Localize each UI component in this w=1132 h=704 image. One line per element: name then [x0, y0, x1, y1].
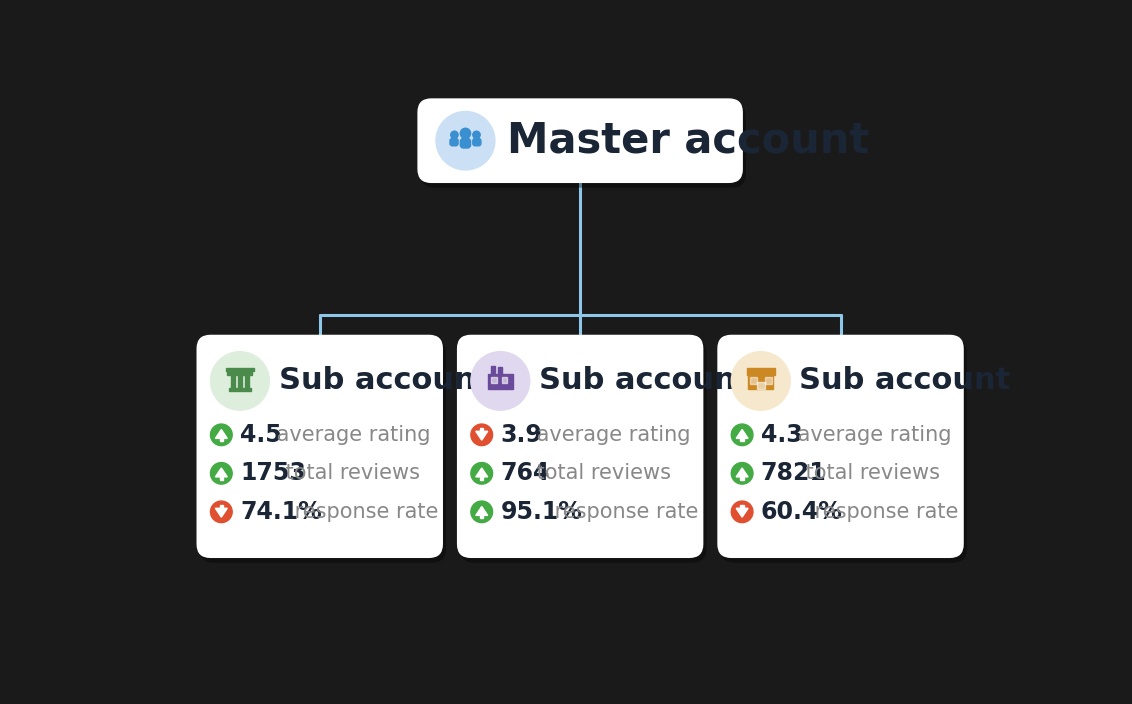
Text: 95.1%: 95.1%: [500, 500, 582, 524]
Polygon shape: [215, 468, 228, 477]
Bar: [226, 368, 254, 371]
Bar: [220, 439, 223, 441]
Text: average rating: average rating: [269, 425, 430, 445]
Text: response rate: response rate: [808, 502, 959, 522]
FancyBboxPatch shape: [197, 334, 443, 558]
Text: response rate: response rate: [548, 502, 698, 522]
FancyBboxPatch shape: [199, 339, 446, 562]
Polygon shape: [475, 468, 488, 477]
Text: 74.1%: 74.1%: [240, 500, 321, 524]
Polygon shape: [215, 429, 228, 439]
Text: 764: 764: [500, 461, 550, 485]
Text: total reviews: total reviews: [530, 463, 671, 484]
Bar: [229, 388, 251, 391]
Bar: [740, 439, 744, 441]
Text: 4.5: 4.5: [240, 423, 282, 447]
Polygon shape: [736, 468, 748, 477]
Text: 1753: 1753: [240, 461, 306, 485]
Bar: [501, 377, 507, 383]
Circle shape: [731, 352, 790, 410]
Bar: [740, 477, 744, 480]
Circle shape: [731, 501, 753, 522]
Text: 60.4%: 60.4%: [761, 500, 842, 524]
FancyBboxPatch shape: [720, 339, 967, 562]
Bar: [220, 477, 223, 480]
Circle shape: [461, 128, 471, 139]
Circle shape: [211, 352, 269, 410]
FancyBboxPatch shape: [718, 334, 963, 558]
Circle shape: [436, 111, 495, 170]
Bar: [228, 371, 252, 375]
Bar: [238, 375, 241, 388]
FancyBboxPatch shape: [451, 139, 458, 146]
Text: average rating: average rating: [530, 425, 691, 445]
Bar: [491, 377, 497, 383]
Bar: [740, 505, 744, 508]
Circle shape: [451, 131, 458, 139]
Circle shape: [471, 352, 530, 410]
Polygon shape: [475, 432, 488, 440]
Circle shape: [471, 501, 492, 522]
Circle shape: [211, 463, 232, 484]
Circle shape: [731, 424, 753, 446]
Text: Master account: Master account: [506, 120, 868, 162]
Bar: [498, 367, 503, 375]
Polygon shape: [475, 506, 488, 515]
Bar: [765, 377, 772, 384]
Bar: [480, 477, 483, 480]
Text: total reviews: total reviews: [278, 463, 420, 484]
Polygon shape: [736, 429, 748, 439]
Bar: [749, 377, 756, 384]
FancyBboxPatch shape: [460, 339, 706, 562]
Circle shape: [211, 501, 232, 522]
FancyBboxPatch shape: [418, 99, 743, 183]
Bar: [246, 375, 249, 388]
Bar: [480, 428, 483, 432]
FancyBboxPatch shape: [473, 139, 481, 146]
Bar: [480, 515, 483, 518]
Circle shape: [731, 463, 753, 484]
Text: 3.9: 3.9: [500, 423, 542, 447]
Bar: [756, 382, 765, 389]
Bar: [220, 505, 223, 508]
Bar: [231, 375, 234, 388]
Circle shape: [211, 424, 232, 446]
Text: Sub account: Sub account: [799, 366, 1011, 396]
Bar: [748, 375, 773, 389]
Text: 7821: 7821: [761, 461, 826, 485]
FancyBboxPatch shape: [457, 334, 703, 558]
Bar: [747, 368, 774, 375]
Bar: [490, 365, 496, 375]
Bar: [488, 374, 513, 389]
Circle shape: [473, 131, 480, 139]
Text: average rating: average rating: [790, 425, 951, 445]
FancyBboxPatch shape: [461, 139, 471, 148]
Text: response rate: response rate: [288, 502, 438, 522]
FancyBboxPatch shape: [420, 103, 746, 188]
Text: total reviews: total reviews: [799, 463, 941, 484]
Text: 4.3: 4.3: [761, 423, 803, 447]
Circle shape: [471, 463, 492, 484]
Text: Sub account: Sub account: [278, 366, 490, 396]
Polygon shape: [736, 508, 748, 517]
Circle shape: [471, 424, 492, 446]
Text: Sub account: Sub account: [539, 366, 751, 396]
Polygon shape: [215, 508, 228, 517]
